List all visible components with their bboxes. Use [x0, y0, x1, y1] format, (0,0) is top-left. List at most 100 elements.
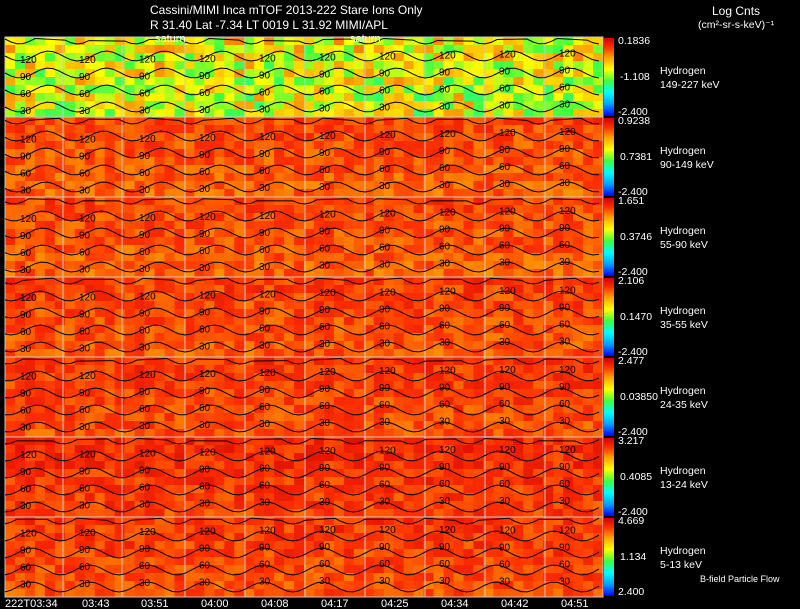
heatmap-cell: [154, 221, 165, 230]
heatmap-cell: [503, 557, 514, 566]
heatmap-cell: [104, 461, 116, 470]
heatmap-cell: [523, 189, 534, 198]
heatmap-cell: [323, 525, 335, 534]
heatmap-cell: [194, 533, 205, 542]
heatmap-cell: [413, 525, 425, 534]
heatmap-cell: [333, 221, 345, 230]
heatmap-cell: [124, 173, 136, 182]
heatmap-cell: [154, 197, 165, 206]
heatmap-cell: [254, 133, 265, 142]
heatmap-cell: [363, 357, 375, 366]
heatmap-cell: [403, 445, 415, 454]
heatmap-cell: [443, 461, 454, 470]
heatmap-cell: [94, 53, 106, 62]
heatmap-cell: [134, 53, 146, 62]
heatmap-cell: [224, 389, 235, 398]
heatmap-cell: [323, 45, 335, 54]
heatmap-cell: [134, 229, 146, 238]
heatmap-cell: [164, 165, 175, 174]
contour-label: 90: [139, 465, 151, 476]
heatmap-cell: [5, 477, 16, 486]
heatmap-cell: [353, 541, 365, 550]
contour-label: 120: [319, 131, 336, 142]
heatmap-cell: [553, 197, 564, 206]
heatmap-cell: [44, 453, 56, 462]
contour-label: 30: [259, 104, 271, 115]
heatmap-cell: [503, 141, 514, 150]
species-label: Hydrogen: [660, 385, 706, 397]
heatmap-cell: [184, 413, 195, 422]
heatmap-cell: [304, 277, 315, 286]
contour-label: 120: [439, 208, 456, 219]
heatmap-cell: [403, 341, 415, 350]
heatmap-cell: [44, 133, 56, 142]
heatmap-cell: [403, 565, 415, 574]
heatmap-cell: [224, 413, 235, 422]
heatmap-cell: [363, 573, 375, 582]
heatmap-cell: [84, 37, 96, 46]
heatmap-cell: [144, 309, 155, 318]
heatmap-cell: [34, 277, 46, 286]
heatmap-cell: [44, 173, 56, 182]
heatmap-cell: [14, 293, 26, 302]
heatmap-cell: [144, 293, 155, 302]
heatmap-cell: [44, 181, 56, 190]
heatmap-cell: [174, 101, 185, 110]
contour-label: 60: [379, 86, 391, 97]
heatmap-cell: [553, 501, 564, 510]
heatmap-cell: [204, 205, 215, 214]
heatmap-cell: [593, 229, 604, 238]
heatmap-cell: [393, 221, 405, 230]
heatmap-cell: [343, 69, 355, 78]
heatmap-cell: [463, 389, 474, 398]
contour-label: 30: [139, 342, 151, 353]
heatmap-cell: [353, 477, 365, 486]
contour-label: 90: [20, 310, 32, 321]
contour-label: 30: [379, 338, 391, 349]
heatmap-cell: [114, 293, 126, 302]
heatmap-cell: [84, 157, 96, 166]
heatmap-cell: [294, 549, 305, 558]
contour-label: 30: [20, 501, 32, 512]
heatmap-cell: [543, 101, 554, 110]
heatmap-cell: [563, 101, 574, 110]
heatmap-cell: [224, 293, 235, 302]
heatmap-cell: [254, 397, 265, 406]
heatmap-cell: [533, 589, 544, 598]
heatmap-cell: [373, 117, 385, 126]
heatmap-cell: [34, 565, 46, 574]
heatmap-cell: [413, 565, 425, 574]
contour-label: 30: [139, 499, 151, 510]
heatmap-cell: [323, 181, 335, 190]
heatmap-cell: [14, 461, 26, 470]
heatmap-cell: [593, 541, 604, 550]
heatmap-cell: [423, 245, 435, 254]
heatmap-cell: [593, 213, 604, 222]
heatmap-cell: [24, 141, 36, 150]
heatmap-cell: [194, 565, 205, 574]
heatmap-cell: [154, 525, 165, 534]
colorbar-max-label: 3.217: [618, 435, 645, 447]
heatmap-cell: [393, 229, 405, 238]
heatmap-cell: [393, 133, 405, 142]
heatmap-cell: [333, 437, 345, 446]
heatmap-cell: [323, 125, 335, 134]
heatmap-cell: [74, 333, 86, 342]
heatmap-cell: [264, 301, 275, 310]
heatmap-cell: [403, 397, 415, 406]
heatmap-cell: [234, 77, 245, 86]
x-tick-label: 04:25: [381, 598, 409, 609]
heatmap-cell: [284, 389, 295, 398]
contour-label: 120: [259, 132, 276, 143]
heatmap-cell: [224, 269, 235, 278]
heatmap-cell: [513, 317, 524, 326]
heatmap-cell: [343, 533, 355, 542]
heatmap-cell: [383, 589, 395, 598]
heatmap-cell: [184, 373, 195, 382]
heatmap-cell: [274, 501, 285, 510]
heatmap-cell: [84, 69, 96, 78]
heatmap-cell: [483, 173, 494, 182]
heatmap-cell: [294, 117, 305, 126]
contour-label: 30: [199, 498, 211, 509]
heatmap-cell: [174, 589, 185, 598]
